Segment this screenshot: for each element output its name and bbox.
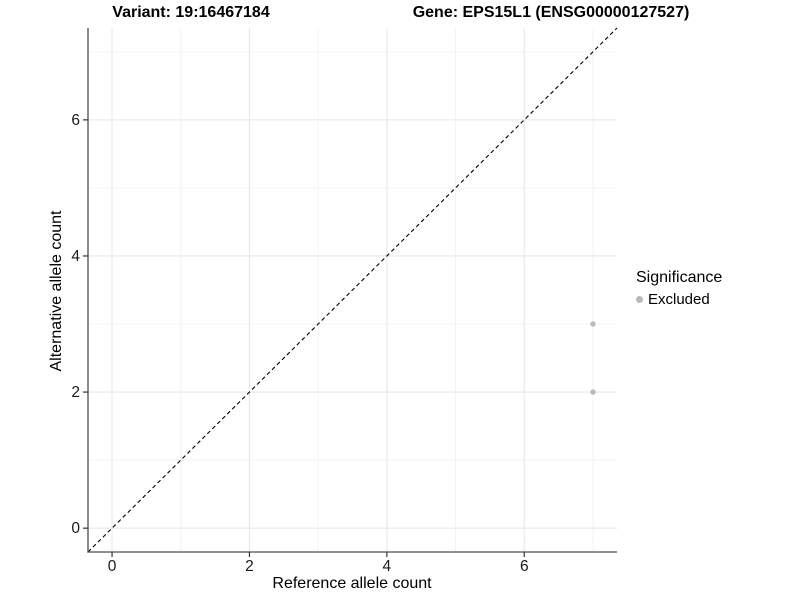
plot-title-gene: Gene: EPS15L1 (ENSG00000127527): [412, 4, 690, 21]
x-axis-title: Reference allele count: [272, 575, 432, 592]
y-tick-label: 6: [71, 112, 80, 129]
y-tick-label: 4: [71, 248, 80, 265]
legend: Significance Excluded: [636, 269, 722, 308]
data-point: [590, 321, 596, 327]
legend-title: Significance: [636, 269, 723, 286]
plot-title-variant: Variant: 19:16467184: [112, 4, 270, 21]
legend-point-icon: [636, 296, 643, 303]
x-tick-label: 2: [245, 558, 254, 575]
x-tick-label: 4: [383, 558, 392, 575]
x-tick-label: 6: [520, 558, 529, 575]
x-tick-label: 0: [108, 558, 117, 575]
y-axis-title: Alternative allele count: [48, 210, 65, 372]
legend-entry: Excluded: [636, 291, 722, 308]
y-tick-label: 2: [71, 384, 80, 401]
y-tick-label: 0: [71, 520, 80, 537]
identity-line: [87, 27, 618, 553]
data-point: [590, 389, 596, 395]
legend-entry-label: Excluded: [648, 291, 710, 308]
